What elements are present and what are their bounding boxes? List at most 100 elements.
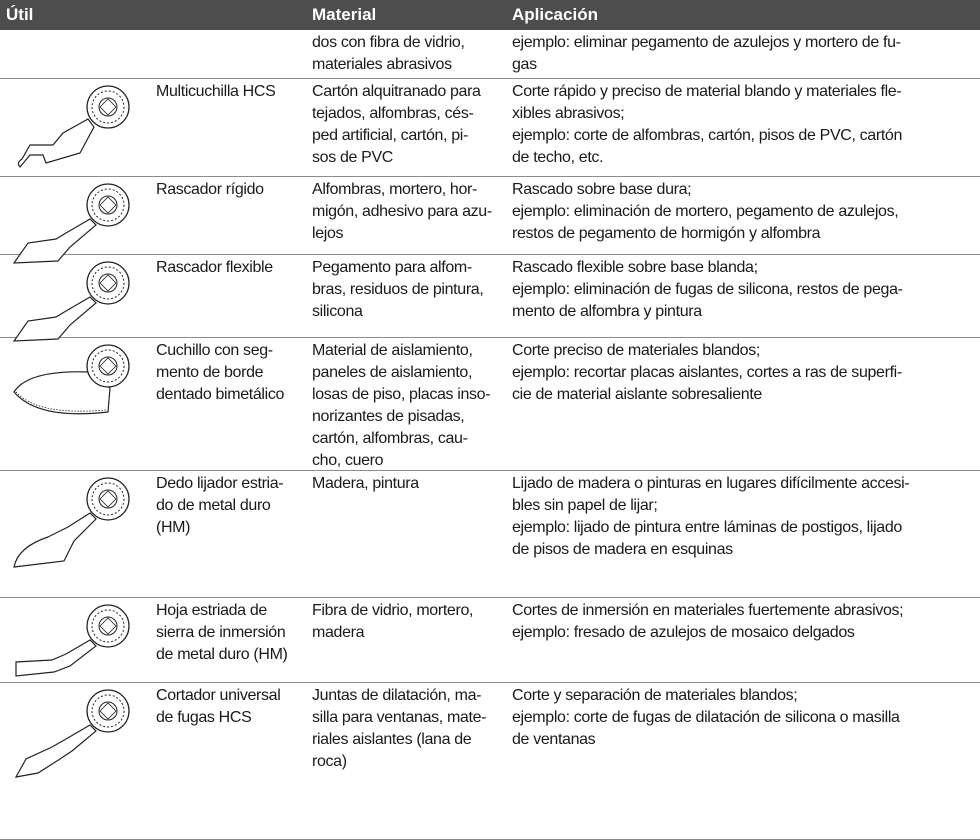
material-cell: Material de aislamiento, paneles de aisla… <box>312 340 491 472</box>
header-cell: Material <box>312 5 377 24</box>
tool-cell: Multicuchilla HCS <box>156 81 276 103</box>
cell-line: paneles de aislamiento, <box>312 364 473 381</box>
table-row: Dedo lijador estria-do de metal duro (HM)… <box>0 471 980 598</box>
cell-line: de pisos de madera en esquinas <box>512 541 733 558</box>
application-cell: Rascado sobre base dura; ejemplo: elimina… <box>512 179 899 245</box>
cell-line: (HM) <box>156 519 191 536</box>
material-cell: dos con fibra de vidrio, materiales abras… <box>312 32 465 76</box>
tool-icon <box>17 85 130 168</box>
header-cell: Aplicación <box>512 5 598 24</box>
cell-line: Rascador flexible <box>156 259 273 276</box>
table-row: Hoja estriada de sierra de inmersión de me… <box>0 598 980 683</box>
cell-line: Corte rápido y preciso de material bland… <box>512 83 902 100</box>
table-row: Cuchillo con seg-mento de borde dentado b… <box>0 338 980 471</box>
material-cell: Madera, pintura <box>312 473 419 495</box>
cell-line: ejemplo: eliminación de mortero, pegamen… <box>512 203 899 220</box>
application-cell: Corte rápido y preciso de material bland… <box>512 81 902 169</box>
cell-line: Corte y separación de materiales blandos… <box>512 687 798 704</box>
application-cell: Lijado de madera o pinturas en lugares d… <box>512 473 910 561</box>
cell-line: silla para ventanas, mate- <box>312 709 487 726</box>
cell-line: madera <box>312 624 365 641</box>
cell-line: ejemplo: eliminar pegamento de azulejos … <box>512 34 901 51</box>
cell-line: Material de aislamiento, <box>312 342 473 359</box>
cell-line: riales aislantes (lana de <box>312 731 472 748</box>
material-cell: Fibra de vidrio, mortero, madera <box>312 600 473 644</box>
cell-line: cie de material aislante sobresaliente <box>512 386 762 403</box>
cell-line: roca) <box>312 753 347 770</box>
cell-line: Madera, pintura <box>312 475 419 492</box>
application-cell: Corte preciso de materiales blandos; ejem… <box>512 340 902 406</box>
table-header: Útil Material Aplicación <box>0 0 980 30</box>
application-cell: ejemplo: eliminar pegamento de azulejos … <box>512 32 901 76</box>
cell-line: mento de alfombra y pintura <box>512 303 702 320</box>
cell-line: Rascado sobre base dura; <box>512 181 692 198</box>
material-cell: Cartón alquitranado para tejados, alfombr… <box>312 81 481 169</box>
table-row: Rascador rígido Alfombras, mortero, hor-m… <box>0 177 980 264</box>
cell-line: bras, residuos de pintura, <box>312 281 484 298</box>
cell-line: Dedo lijador estria- <box>156 475 284 492</box>
tool-icon <box>14 689 130 778</box>
tool-icon <box>15 604 130 677</box>
tool-icon <box>12 183 130 264</box>
cell-line: lejos <box>312 225 344 242</box>
cell-line: Pegamento para alfom- <box>312 259 472 276</box>
material-cell: Pegamento para alfom-bras, residuos de p… <box>312 257 484 323</box>
cell-line: ejemplo: corte de alfombras, cartón, pis… <box>512 127 903 144</box>
cell-line: ped artificial, cartón, pi- <box>312 127 468 144</box>
material-cell: Alfombras, mortero, hor-migón, adhesivo … <box>312 179 492 245</box>
header-cell: Útil <box>6 5 34 24</box>
table-row: Cortador universal de fugas HCS Juntas de … <box>0 683 980 840</box>
cell-line: Rascado flexible sobre base blanda; <box>512 259 758 276</box>
cell-line: silicona <box>312 303 363 320</box>
table-row: dos con fibra de vidrio, materiales abras… <box>0 30 980 79</box>
cell-line: ejemplo: recortar placas aislantes, cort… <box>512 364 902 381</box>
cell-line: de metal duro (HM) <box>156 646 288 663</box>
cell-line: Multicuchilla HCS <box>156 83 276 100</box>
tool-cell: Rascador flexible <box>156 257 273 279</box>
cell-line: bles sin papel de lijar; <box>512 497 658 514</box>
tool-cell: Rascador rígido <box>156 179 264 201</box>
cell-line: Cortador universal <box>156 687 281 704</box>
cell-line: norizantes de pisadas, <box>312 408 465 425</box>
cell-line: sos de PVC <box>312 149 393 166</box>
cell-line: materiales abrasivos <box>312 56 452 73</box>
tool-cell: Dedo lijador estria-do de metal duro (HM) <box>156 473 284 539</box>
material-cell: Juntas de dilatación, ma-silla para vent… <box>312 685 486 773</box>
cell-line: restos de pegamento de hormigón y alfomb… <box>512 225 821 242</box>
cell-line: cho, cuero <box>312 452 384 469</box>
cell-line: ejemplo: eliminación de fugas de silicon… <box>512 281 903 298</box>
tool-icon <box>12 261 130 342</box>
cell-line: cartón, alfombras, cau- <box>312 430 468 447</box>
tool-cell: Cortador universal de fugas HCS <box>156 685 281 729</box>
cell-line: mento de borde <box>156 364 264 381</box>
cell-line: dos con fibra de vidrio, <box>312 34 465 51</box>
cell-line: gas <box>512 56 537 73</box>
cell-line: de techo, etc. <box>512 149 604 166</box>
cell-line: tejados, alfombras, cés- <box>312 105 474 122</box>
cell-line: Cuchillo con seg- <box>156 342 273 359</box>
cell-line: Hoja estriada de <box>156 602 267 619</box>
cell-line: Cartón alquitranado para <box>312 83 481 100</box>
cell-line: Alfombras, mortero, hor- <box>312 181 477 198</box>
cell-line: ejemplo: fresado de azulejos de mosaico … <box>512 624 855 641</box>
cell-line: Corte preciso de materiales blandos; <box>512 342 760 359</box>
table-row: Rascador flexible Pegamento para alfom-br… <box>0 255 980 342</box>
cell-line: Juntas de dilatación, ma- <box>312 687 482 704</box>
application-cell: Rascado flexible sobre base blanda; ejemp… <box>512 257 903 323</box>
tool-cell: Cuchillo con seg-mento de borde dentado b… <box>156 340 284 406</box>
tool-icon <box>13 344 130 415</box>
cell-line: ejemplo: lijado de pintura entre láminas… <box>512 519 902 536</box>
cell-line: Cortes de inmersión en materiales fuerte… <box>512 602 904 619</box>
cell-line: do de metal duro <box>156 497 271 514</box>
cell-line: Lijado de madera o pinturas en lugares d… <box>512 475 910 492</box>
cell-line: Fibra de vidrio, mortero, <box>312 602 474 619</box>
cell-line: sierra de inmersión <box>156 624 286 641</box>
cell-line: de fugas HCS <box>156 709 252 726</box>
table-row: Multicuchilla HCS Cartón alquitranado par… <box>0 79 980 177</box>
cell-line: migón, adhesivo para azu- <box>312 203 492 220</box>
cell-line: Rascador rígido <box>156 181 264 198</box>
cell-line: losas de piso, placas inso- <box>312 386 491 403</box>
tool-cell: Hoja estriada de sierra de inmersión de me… <box>156 600 288 666</box>
cell-line: ejemplo: corte de fugas de dilatación de… <box>512 709 900 726</box>
